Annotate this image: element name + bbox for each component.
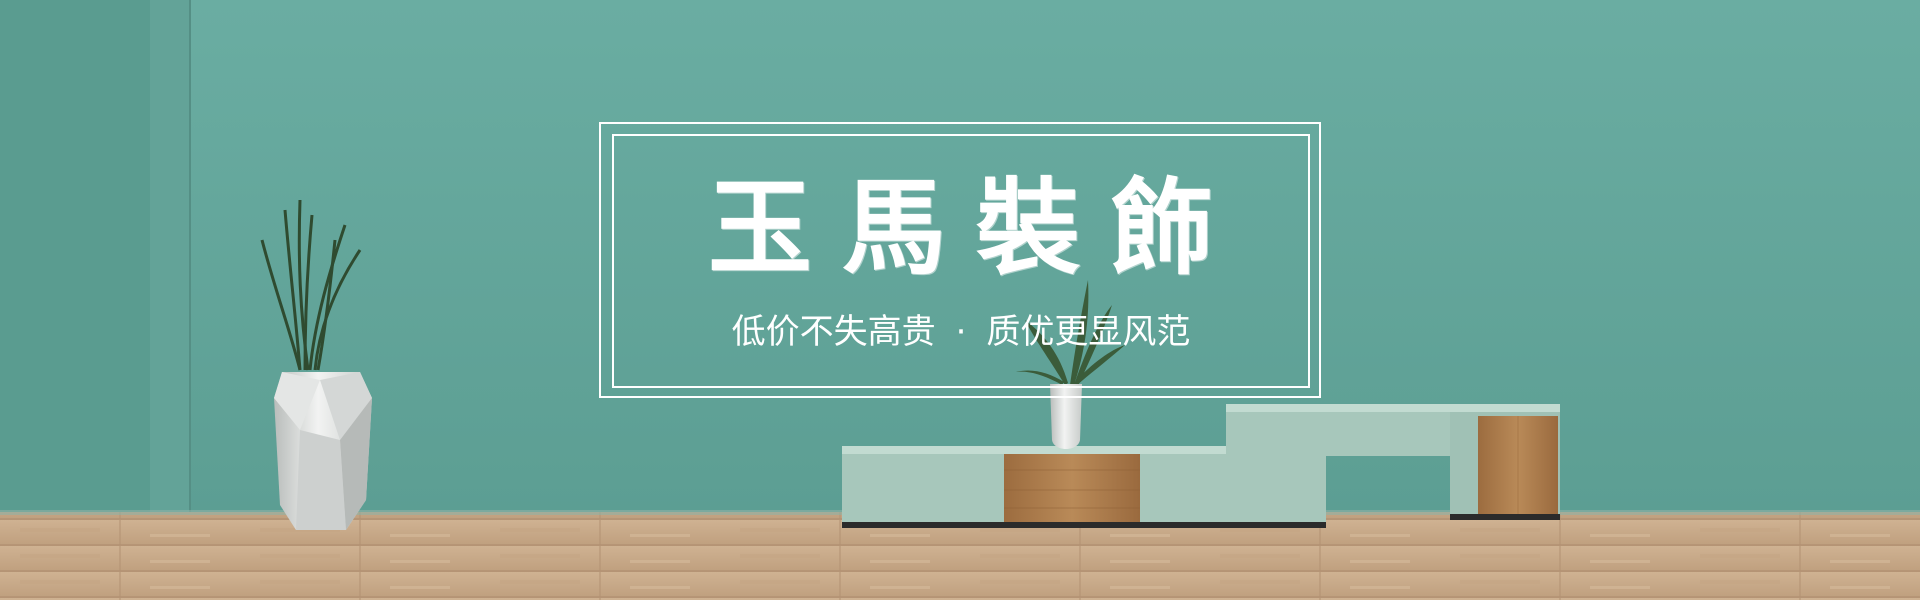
title-frame-outer: [599, 122, 1321, 398]
brand-title: 玉馬裝飾: [707, 166, 1244, 289]
slogan: 低价不失高贵 · 质优更显风范: [612, 310, 1310, 354]
tv-cabinet-icon: [842, 404, 1560, 528]
slogan-separator: ·: [955, 312, 967, 352]
slogan-left: 低价不失高贵: [731, 312, 936, 352]
slogan-right: 质优更显风范: [986, 312, 1191, 352]
title-frame-inner: [612, 134, 1310, 388]
plant-vase-icon: [260, 199, 372, 530]
small-vase-icon: [1015, 280, 1125, 449]
